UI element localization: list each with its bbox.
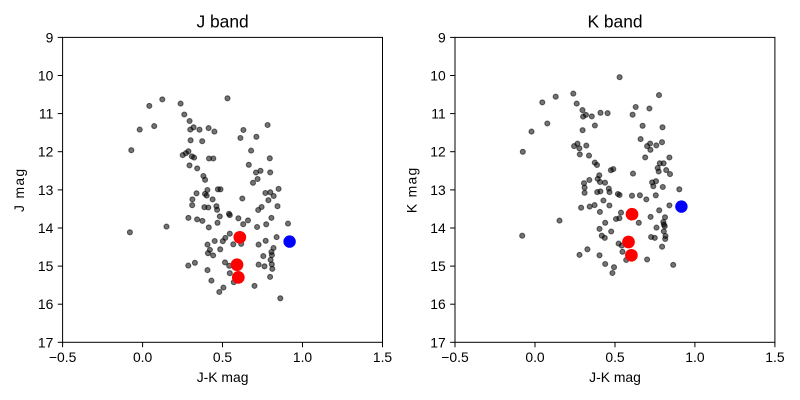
svg-text:13: 13 bbox=[430, 182, 446, 198]
svg-text:16: 16 bbox=[430, 296, 446, 312]
svg-text:J mag: J mag bbox=[11, 168, 27, 212]
svg-text:12: 12 bbox=[38, 144, 54, 160]
svg-text:14: 14 bbox=[430, 220, 446, 236]
svg-text:J-K mag: J-K mag bbox=[589, 369, 641, 385]
svg-text:14: 14 bbox=[38, 220, 54, 236]
svg-text:12: 12 bbox=[430, 144, 446, 160]
svg-text:J band: J band bbox=[196, 11, 248, 31]
svg-text:0.5: 0.5 bbox=[605, 349, 625, 365]
svg-text:−0.5: −0.5 bbox=[441, 349, 469, 365]
svg-text:1.5: 1.5 bbox=[373, 349, 393, 365]
svg-text:9: 9 bbox=[438, 29, 446, 45]
svg-text:J-K mag: J-K mag bbox=[197, 369, 249, 385]
svg-text:0.0: 0.0 bbox=[133, 349, 153, 365]
svg-text:15: 15 bbox=[430, 258, 446, 274]
svg-text:−0.5: −0.5 bbox=[49, 349, 77, 365]
svg-text:0.5: 0.5 bbox=[213, 349, 233, 365]
svg-text:K band: K band bbox=[587, 11, 642, 31]
svg-text:16: 16 bbox=[38, 296, 54, 312]
svg-text:10: 10 bbox=[38, 68, 54, 84]
svg-text:9: 9 bbox=[46, 29, 54, 45]
svg-text:11: 11 bbox=[431, 106, 446, 122]
svg-text:0.0: 0.0 bbox=[525, 349, 545, 365]
svg-text:10: 10 bbox=[430, 68, 446, 84]
svg-text:13: 13 bbox=[38, 182, 54, 198]
svg-text:1.5: 1.5 bbox=[765, 349, 785, 365]
svg-text:17: 17 bbox=[38, 334, 54, 350]
svg-text:17: 17 bbox=[430, 334, 446, 350]
svg-text:K mag: K mag bbox=[403, 166, 419, 213]
svg-text:1.0: 1.0 bbox=[293, 349, 313, 365]
svg-text:11: 11 bbox=[39, 106, 54, 122]
svg-text:15: 15 bbox=[38, 258, 54, 274]
svg-text:1.0: 1.0 bbox=[685, 349, 705, 365]
